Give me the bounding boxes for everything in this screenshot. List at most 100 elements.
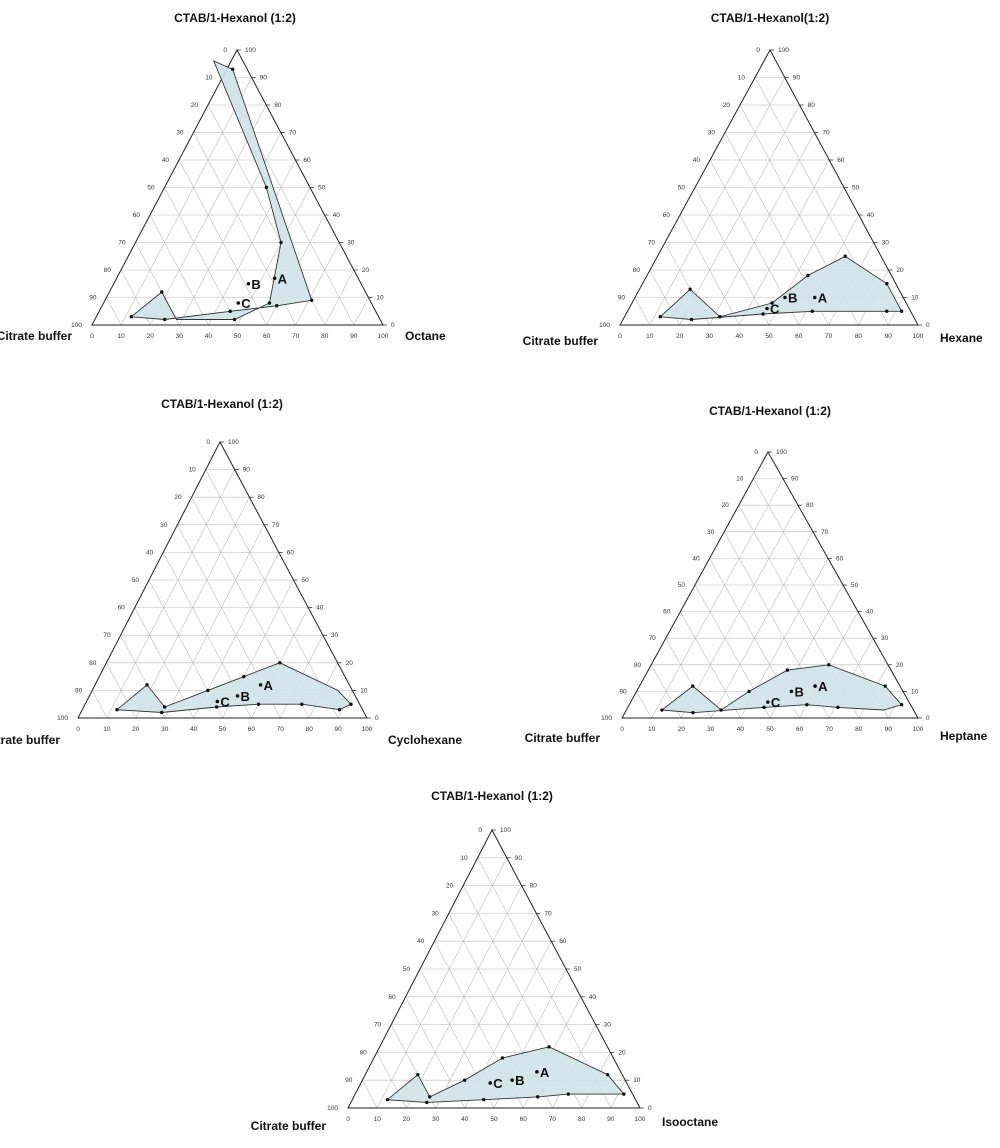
right-axis-tick: 0: [926, 322, 930, 329]
left-axis-tick: 100: [71, 322, 82, 329]
left-axis-tick: 10: [205, 75, 213, 82]
left-axis-tick: 40: [146, 549, 154, 556]
bottom-axis-tick: 30: [432, 1116, 440, 1123]
microemulsion-region: [386, 1046, 625, 1103]
grid-line: [237, 187, 311, 326]
vertex-label-left: Citrate buffer: [251, 1119, 327, 1133]
left-axis-tick: 90: [75, 687, 83, 694]
bottom-axis-tick: 80: [855, 726, 863, 733]
right-axis-tick: 0: [375, 715, 379, 722]
grid-line: [353, 297, 369, 326]
bottom-axis-tick: 70: [549, 1116, 557, 1123]
bottom-axis-tick: 50: [219, 726, 227, 733]
left-axis-tick: 30: [176, 130, 184, 137]
left-axis-tick: 40: [162, 157, 170, 164]
chart-title: CTAB/1-Hexanol (1:2): [174, 11, 296, 25]
left-axis-tick: 80: [634, 662, 642, 669]
boundary-point: [279, 240, 283, 245]
point-label-b: B: [794, 684, 803, 699]
boundary-point: [230, 67, 235, 71]
grid-line: [649, 77, 786, 326]
left-axis-tick: 30: [707, 529, 715, 536]
bottom-axis-tick: 70: [292, 333, 300, 340]
vertex-label-right: Cyclohexane: [388, 733, 462, 747]
right-axis-tick: 30: [331, 632, 339, 639]
left-axis-tick: 0: [223, 47, 227, 54]
boundary-point: [761, 312, 765, 316]
right-axis-tick: 60: [559, 938, 567, 945]
grid-line: [164, 524, 265, 719]
right-axis-tick: 50: [574, 966, 582, 973]
bottom-axis-tick: 10: [648, 726, 656, 733]
bottom-axis-tick: 10: [103, 726, 111, 733]
grid-line: [634, 297, 651, 326]
right-axis-tick: 90: [515, 855, 523, 862]
grid-line: [636, 691, 652, 719]
left-axis-tick: 20: [174, 494, 182, 501]
grid-line: [753, 478, 889, 719]
point-c-marker: [765, 306, 769, 311]
boundary-point: [163, 317, 167, 322]
boundary-point: [462, 1078, 467, 1082]
bottom-axis-tick: 40: [736, 333, 744, 340]
left-axis-tick: 100: [327, 1105, 338, 1112]
microemulsion-region: [130, 60, 313, 320]
bottom-axis-tick: 100: [378, 333, 389, 340]
chart-title: CTAB/1-Hexanol (1:2): [431, 789, 553, 803]
bottom-axis-tick: 90: [885, 726, 893, 733]
point-label-a: A: [278, 271, 288, 286]
boundary-point: [228, 309, 232, 313]
grid-line: [710, 531, 814, 719]
right-axis-tick: 80: [257, 494, 265, 501]
right-axis-tick: 60: [836, 555, 844, 562]
boundary-point: [160, 710, 164, 715]
right-axis-tick: 30: [882, 240, 890, 247]
bottom-axis-tick: 20: [676, 333, 684, 340]
bottom-axis-tick: 20: [678, 726, 686, 733]
boundary-point: [885, 282, 889, 286]
grid-line: [179, 132, 282, 326]
left-axis-tick: 60: [118, 605, 126, 612]
boundary-point: [547, 1045, 551, 1049]
boundary-point: [264, 185, 269, 190]
bottom-axis-tick: 80: [321, 333, 329, 340]
bottom-axis-tick: 30: [161, 726, 169, 733]
right-axis-tick: 70: [289, 130, 297, 137]
left-axis-tick: 80: [360, 1049, 368, 1056]
left-axis-tick: 30: [432, 910, 440, 917]
bottom-axis-tick: 0: [620, 726, 624, 733]
vertex-label-right: Hexane: [940, 331, 983, 345]
grid-line: [295, 242, 340, 326]
bottom-axis-tick: 20: [403, 1116, 411, 1123]
boundary-point: [622, 1092, 626, 1096]
bottom-axis-tick: 60: [263, 333, 271, 340]
left-axis-tick: 70: [374, 1022, 382, 1029]
point-a-marker: [535, 1070, 539, 1074]
right-axis-tick: 70: [821, 529, 829, 536]
boundary-point: [115, 708, 119, 712]
point-label-a: A: [818, 679, 828, 694]
boundary-point: [349, 702, 353, 706]
bottom-axis-tick: 50: [766, 726, 774, 733]
point-c-marker: [236, 301, 241, 305]
ternary-panel-4: 0 0 0 10 10 10 20 20 20 30 30 30 40 40 40 50 50 50 60 60 60 7…: [525, 404, 988, 745]
grid-line: [435, 913, 537, 1109]
left-axis-tick: 70: [649, 635, 657, 642]
right-axis-tick: 0: [926, 715, 930, 722]
boundary-point: [770, 301, 774, 305]
right-axis-tick: 30: [604, 1022, 612, 1029]
right-axis-tick: 90: [791, 476, 799, 483]
right-axis-tick: 100: [778, 47, 789, 54]
right-axis-tick: 70: [822, 130, 830, 137]
left-axis-tick: 50: [678, 185, 686, 192]
boundary-point: [719, 708, 723, 712]
boundary-point: [206, 688, 210, 693]
right-axis-tick: 80: [808, 102, 816, 109]
boundary-point: [885, 309, 889, 313]
bottom-axis-tick: 10: [117, 333, 125, 340]
point-b-marker: [789, 689, 794, 694]
boundary-point: [689, 317, 694, 322]
right-axis-tick: 90: [793, 75, 801, 82]
right-axis-tick: 0: [391, 322, 395, 329]
boundary-point: [160, 290, 164, 294]
